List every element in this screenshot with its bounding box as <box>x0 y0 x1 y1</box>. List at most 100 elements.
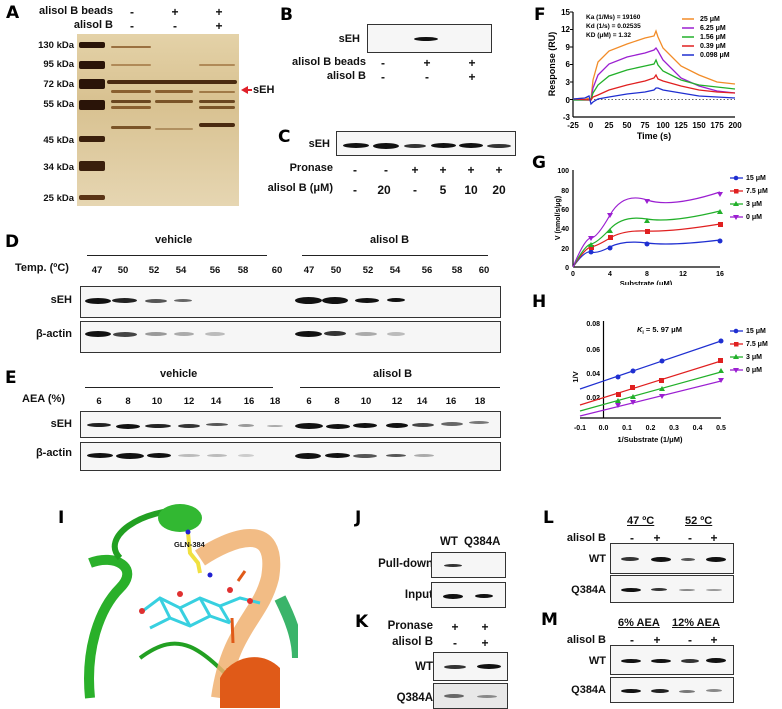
svg-text:0: 0 <box>566 96 571 105</box>
svg-text:1/Substrate (1/μM): 1/Substrate (1/μM) <box>617 435 683 444</box>
sign: + <box>481 620 489 634</box>
row-alisol: alisol B <box>566 532 606 544</box>
blot-q384a-label: Q384A <box>396 692 433 704</box>
panel-label-i: I <box>58 508 65 528</box>
sign: + <box>710 633 718 647</box>
tick: 18 <box>269 396 281 407</box>
KD-annotation: KD (μM) = 1.32 <box>586 32 631 39</box>
legend: 25 μM 6.25 μM 1.56 μM 0.39 μM 0.098 μM <box>682 16 730 59</box>
tick: 14 <box>416 396 428 407</box>
sign: - <box>384 163 388 177</box>
blot-sEH-darts <box>336 131 516 156</box>
blot-wt-label: WT <box>588 553 606 565</box>
blot-pulldown <box>431 552 506 578</box>
sign: - <box>425 70 429 84</box>
sign: - <box>381 70 385 84</box>
group-vehicle: vehicle <box>155 234 193 246</box>
tick: 12 <box>391 396 403 407</box>
blot-label: sEH <box>50 294 72 306</box>
sign: + <box>215 5 223 19</box>
group-6aea: 6% AEA <box>618 617 660 629</box>
group-12aea: 12% AEA <box>672 617 720 629</box>
svg-text:0.5: 0.5 <box>716 425 726 432</box>
group-line <box>302 255 488 256</box>
tick: 16 <box>445 396 457 407</box>
marker-25: 25 kDa <box>43 193 74 204</box>
row-pulldown: Pull-down <box>378 558 433 570</box>
blot-label: sEH <box>50 418 72 430</box>
marker-95: 95 kDa <box>43 59 74 70</box>
svg-text:100: 100 <box>557 168 569 175</box>
svg-text:8: 8 <box>645 271 649 278</box>
blot-label: sEH <box>338 33 360 45</box>
blot-wt-label: WT <box>415 661 433 673</box>
sign: - <box>630 633 634 647</box>
svg-text:12: 12 <box>679 271 687 278</box>
silver-stain-gel <box>77 34 239 206</box>
tick: 54 <box>175 265 187 276</box>
sign: + <box>411 163 419 177</box>
svg-text:0.1: 0.1 <box>622 425 632 432</box>
svg-text:6.25 μM: 6.25 μM <box>700 25 726 32</box>
svg-text:3 μM: 3 μM <box>746 201 762 208</box>
tick: 6 <box>96 396 102 407</box>
svg-text:0: 0 <box>571 271 575 278</box>
panel-label-h: H <box>532 292 547 312</box>
tick: 47 <box>303 265 315 276</box>
svg-text:50: 50 <box>623 121 632 130</box>
blot-q384a-cetsa <box>610 575 734 603</box>
svg-text:175: 175 <box>710 121 724 130</box>
group-vehicle: vehicle <box>160 368 198 380</box>
group-line <box>300 387 500 388</box>
blot-label: sEH <box>308 138 330 150</box>
svg-text:150: 150 <box>692 121 706 130</box>
svg-text:0.2: 0.2 <box>646 425 656 432</box>
svg-text:20: 20 <box>561 246 569 253</box>
group-alisol: alisol B <box>373 368 413 380</box>
group-alisol: alisol B <box>370 234 410 246</box>
svg-text:1.56 μM: 1.56 μM <box>700 34 726 41</box>
row-label-beads: alisol B beads <box>292 56 366 68</box>
svg-text:80: 80 <box>561 188 569 195</box>
row-alisol: alisol B <box>392 636 433 648</box>
marker-34: 34 kDa <box>43 162 74 173</box>
kd-annotation: Kd (1/s) = 0.02535 <box>586 23 641 30</box>
sign: + <box>467 163 475 177</box>
svg-text:15 μM: 15 μM <box>746 175 766 182</box>
panel-label-m: M <box>541 610 558 630</box>
tick: 58 <box>451 265 463 276</box>
sign: - <box>130 19 134 33</box>
tick: 52 <box>362 265 374 276</box>
row-label-alisol: alisol B <box>73 19 113 31</box>
svg-text:7.5 μM: 7.5 μM <box>746 341 768 348</box>
residue-label: GLN-384 <box>174 540 206 549</box>
docking-structure-image: GLN-384 <box>80 498 298 708</box>
red-arrow-icon <box>241 86 248 94</box>
sign: + <box>468 70 476 84</box>
svg-text:40: 40 <box>561 226 569 233</box>
svg-text:0.4: 0.4 <box>693 425 703 432</box>
svg-text:3: 3 <box>566 78 571 87</box>
group-line <box>87 255 267 256</box>
svg-text:25: 25 <box>605 121 614 130</box>
lineweaver-burk-chart: 0.08 0.06 0.04 0.02 -0.1 0.0 0.1 0.2 0.3 0.4 0.5… <box>571 321 768 444</box>
sign: + <box>653 633 661 647</box>
sign: + <box>710 531 718 545</box>
value: 20 <box>492 183 506 197</box>
michaelis-menten-chart: 100 80 60 40 20 0 0 4 8 12 16 Substrate (μM) V (… <box>555 168 768 285</box>
panel-label-b: B <box>280 5 293 25</box>
sign: + <box>423 56 431 70</box>
tick: 14 <box>210 396 222 407</box>
row-input: Input <box>404 589 433 601</box>
blot-actin-aea <box>80 442 501 471</box>
tick: 52 <box>148 265 160 276</box>
sign: - <box>353 163 357 177</box>
row-label-alisol: alisol B <box>326 70 366 82</box>
svg-text:125: 125 <box>674 121 688 130</box>
tick: 47 <box>91 265 103 276</box>
svg-text:-25: -25 <box>567 121 579 130</box>
blot-wt-label: WT <box>588 655 606 667</box>
svg-text:0 μM: 0 μM <box>746 214 762 221</box>
x-axis-label: Time (s) <box>637 131 671 141</box>
